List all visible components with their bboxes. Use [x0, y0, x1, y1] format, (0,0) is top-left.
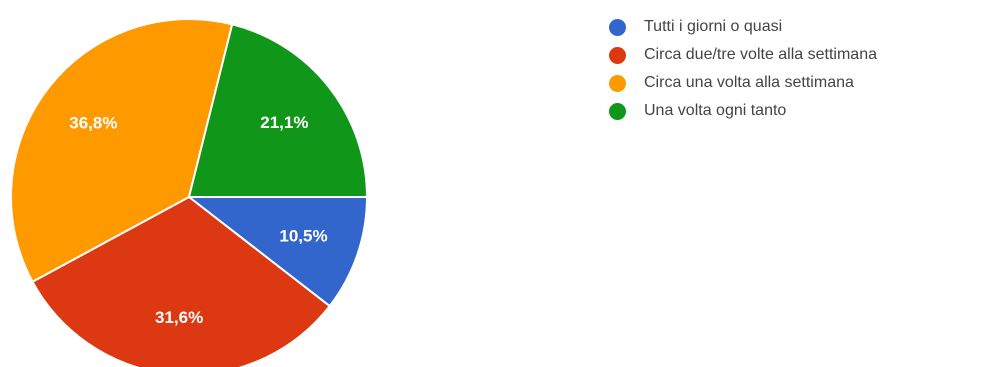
- legend-swatch: [609, 74, 626, 92]
- pie-slice[interactable]: [31, 195, 332, 367]
- legend-label: Tutti i giorni o quasi: [644, 18, 783, 35]
- slice-value-label: 10,5%: [279, 227, 327, 246]
- legend-swatch: [609, 46, 626, 64]
- legend-item[interactable]: Circa due/tre volte alla settimana: [609, 41, 877, 69]
- legend-label: Circa una volta alla settimana: [644, 74, 854, 91]
- legend: Tutti i giorni o quasi Circa due/tre vol…: [609, 13, 877, 125]
- legend-item[interactable]: Circa una volta alla settimana: [609, 69, 877, 97]
- legend-label: Circa due/tre volte alla settimana: [644, 46, 877, 63]
- slice-value-label: 36,8%: [69, 113, 117, 132]
- legend-item[interactable]: Tutti i giorni o quasi: [609, 13, 877, 41]
- pie-slice[interactable]: [10, 18, 234, 284]
- legend-swatch: [609, 102, 626, 120]
- slice-value-label: 31,6%: [155, 308, 203, 327]
- pie-slice[interactable]: [186, 196, 369, 308]
- legend-item[interactable]: Una volta ogni tanto: [609, 97, 877, 125]
- legend-label: Una volta ogni tanto: [644, 102, 787, 119]
- legend-swatch: [609, 18, 626, 36]
- slice-value-label: 21,1%: [260, 113, 308, 132]
- pie-slice[interactable]: [187, 23, 369, 198]
